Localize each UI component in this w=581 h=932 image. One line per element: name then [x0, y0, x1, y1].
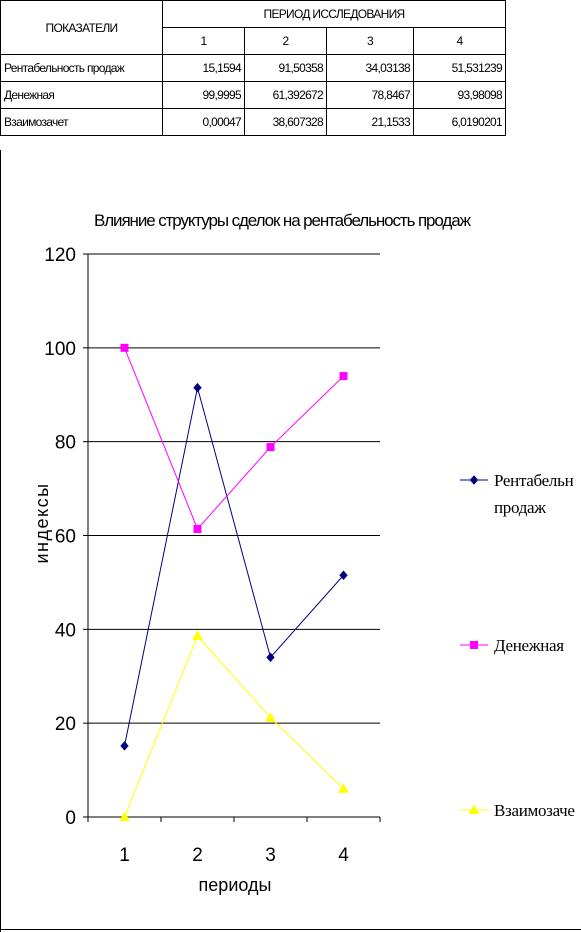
table-cell: 93,98098 [413, 81, 506, 109]
table-cell: 0,00047 [162, 108, 245, 136]
legend-label: Рентабельн [494, 471, 574, 490]
data-point [339, 570, 348, 580]
data-point [192, 630, 203, 640]
data-table: ПОКАЗАТЕЛИ ПЕРИОД ИССЛЕДОВАНИЯ 1 2 3 4 Р… [0, 0, 506, 136]
y-tick-label: 120 [44, 245, 76, 266]
y-tick-label: 40 [55, 620, 76, 641]
table-cell: 51,531239 [413, 54, 506, 82]
header-period: ПЕРИОД ИССЛЕДОВАНИЯ [162, 0, 506, 28]
table-row: Взаимозачет 0,00047 38,607328 21,1533 6,… [0, 108, 506, 136]
grid-lines [88, 253, 380, 724]
y-tick-label: 20 [55, 714, 76, 735]
data-point [266, 652, 275, 663]
y-tick-label: 60 [55, 527, 76, 548]
table-cell: 78,8467 [326, 81, 414, 109]
table-cell: 6,0190201 [413, 108, 506, 136]
row-label: Денежная [0, 81, 163, 109]
legend: Рентабельн продаж Денежная Взаимозаче [460, 471, 575, 820]
chart-title: Влияние структуры сделок на рентабельнос… [94, 211, 472, 230]
data-point [193, 524, 202, 533]
x-tick-label: 3 [265, 845, 276, 866]
table-row: Рентабельность продаж 15,1594 91,50358 3… [0, 54, 506, 82]
series-line [124, 634, 344, 818]
chart-frame-bottom [0, 929, 581, 930]
axes: 0 20 40 60 80 100 120 1 2 3 4 [44, 245, 381, 866]
legend-label: Денежная [494, 636, 564, 655]
x-axis-title: периоды [199, 875, 272, 895]
row-label: Взаимозачет [0, 108, 163, 136]
table-header-row: ПОКАЗАТЕЛИ ПЕРИОД ИССЛЕДОВАНИЯ [0, 0, 506, 55]
row-label: Рентабельность продаж [0, 54, 163, 82]
x-tick-label: 2 [192, 845, 203, 866]
data-point [266, 443, 275, 452]
table-cell: 15,1594 [162, 54, 245, 82]
series-lines [119, 343, 349, 821]
y-tick-label: 100 [44, 339, 76, 360]
table-cell: 99,9995 [162, 81, 245, 109]
x-tick-label: 4 [338, 845, 349, 866]
series-line [124, 387, 344, 746]
y-tick-label: 80 [55, 433, 76, 454]
table-cell: 21,1533 [326, 108, 414, 136]
chart-frame-left [0, 150, 1, 932]
data-point [120, 741, 129, 751]
legend-label: Взаимозаче [494, 801, 575, 820]
data-point [339, 372, 348, 381]
data-point [119, 811, 130, 821]
x-tick-label: 1 [119, 845, 130, 866]
y-tick-label: 0 [65, 808, 76, 829]
header-indicators: ПОКАЗАТЕЛИ [0, 0, 163, 55]
legend-marker [470, 641, 478, 649]
series-line [124, 347, 344, 530]
period-header: 4 [413, 27, 506, 55]
data-point [193, 382, 202, 393]
legend-marker [469, 475, 479, 485]
data-point [338, 783, 349, 793]
table-cell: 61,392672 [244, 81, 327, 109]
legend-marker [468, 804, 480, 814]
table-row: Денежная 99,9995 61,392672 78,8467 93,98… [0, 81, 506, 109]
table-cell: 91,50358 [244, 54, 327, 82]
y-axis-title: индексы [32, 482, 52, 563]
legend-label: продаж [494, 498, 546, 517]
data-point [120, 343, 129, 352]
data-point [265, 712, 276, 722]
